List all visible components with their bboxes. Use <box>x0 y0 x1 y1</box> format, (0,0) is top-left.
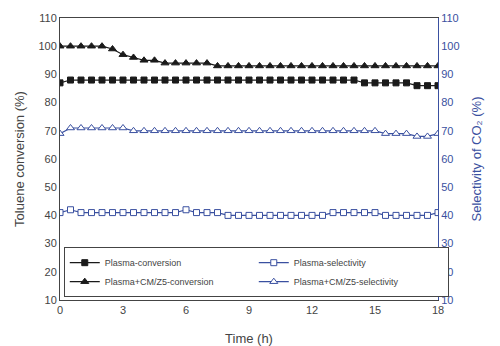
svg-text:30: 30 <box>45 237 57 249</box>
svg-text:Plasma+CM/Z5-selectivity: Plasma+CM/Z5-selectivity <box>294 277 399 287</box>
svg-text:10: 10 <box>45 294 57 306</box>
svg-text:9: 9 <box>246 304 252 316</box>
svg-text:20: 20 <box>45 266 57 278</box>
svg-text:15: 15 <box>369 304 381 316</box>
svg-text:6: 6 <box>183 304 189 316</box>
svg-text:Time (h): Time (h) <box>225 331 273 346</box>
svg-text:80: 80 <box>45 96 57 108</box>
svg-text:110: 110 <box>441 12 459 24</box>
svg-text:30: 30 <box>441 237 454 250</box>
svg-text:60: 60 <box>441 153 453 165</box>
svg-text:40: 40 <box>45 209 57 221</box>
svg-text:0: 0 <box>57 304 63 316</box>
svg-text:70: 70 <box>45 125 57 137</box>
svg-text:Plasma+CM/Z5-conversion: Plasma+CM/Z5-conversion <box>105 277 214 287</box>
svg-text:110: 110 <box>39 12 57 24</box>
svg-text:Plasma-conversion: Plasma-conversion <box>105 258 182 268</box>
svg-text:80: 80 <box>441 96 453 108</box>
svg-text:90: 90 <box>441 68 453 80</box>
svg-text:10: 10 <box>441 293 454 306</box>
svg-text:Toluene conversion (%): Toluene conversion (%) <box>12 91 27 227</box>
svg-text:60: 60 <box>45 153 57 165</box>
svg-text:Selectivity of CO₂ (%): Selectivity of CO₂ (%) <box>469 97 484 222</box>
svg-text:100: 100 <box>38 40 56 52</box>
svg-text:12: 12 <box>306 304 318 316</box>
svg-text:40: 40 <box>441 209 453 221</box>
svg-text:Plasma-selectivity: Plasma-selectivity <box>294 258 367 268</box>
svg-text:50: 50 <box>45 181 57 193</box>
svg-text:70: 70 <box>441 125 453 137</box>
svg-text:50: 50 <box>441 181 453 193</box>
svg-text:100: 100 <box>441 40 459 52</box>
svg-text:18: 18 <box>432 304 444 316</box>
svg-text:3: 3 <box>120 304 126 316</box>
svg-text:90: 90 <box>45 68 57 80</box>
